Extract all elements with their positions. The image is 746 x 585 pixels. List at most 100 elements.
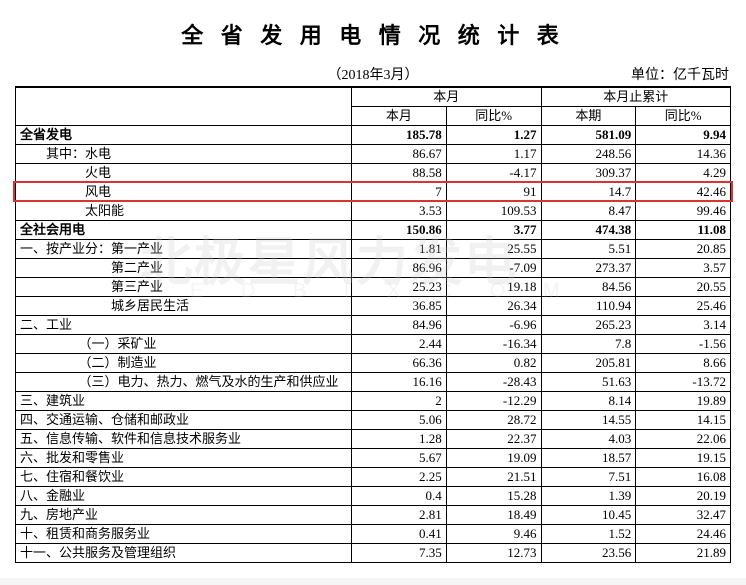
row-label: 八、金融业: [16, 487, 352, 506]
row-value: 11.08: [636, 221, 731, 240]
row-value: 1.17: [446, 145, 541, 164]
row-label: 二、工业: [16, 316, 352, 335]
table-row: 城乡居民生活36.8526.34110.9425.46: [16, 297, 731, 316]
header-row-1: 本月 本月止累计: [16, 87, 731, 107]
table-row: 其中：水电86.671.17248.5614.36: [16, 145, 731, 164]
table-row: 十一、公共服务及管理组织7.3512.7323.5621.89: [16, 544, 731, 563]
row-value: 25.23: [352, 278, 447, 297]
row-value: 25.46: [636, 297, 731, 316]
row-value: 14.15: [636, 411, 731, 430]
table-row: 三、建筑业2-12.298.1419.89: [16, 392, 731, 411]
row-value: 26.34: [446, 297, 541, 316]
row-value: 28.72: [446, 411, 541, 430]
row-value: 91: [446, 183, 541, 202]
row-value: 66.36: [352, 354, 447, 373]
row-value: 84.56: [541, 278, 636, 297]
row-value: 248.56: [541, 145, 636, 164]
row-value: 88.58: [352, 164, 447, 183]
row-value: 5.51: [541, 240, 636, 259]
row-value: 14.36: [636, 145, 731, 164]
row-value: 7.35: [352, 544, 447, 563]
row-value: 19.09: [446, 449, 541, 468]
row-value: 14.55: [541, 411, 636, 430]
row-label: 火电: [16, 164, 352, 183]
table-row: 五、信息传输、软件和信息技术服务业1.2822.374.0322.06: [16, 430, 731, 449]
row-value: -7.09: [446, 259, 541, 278]
row-value: 86.96: [352, 259, 447, 278]
row-value: 2.81: [352, 506, 447, 525]
row-value: 86.67: [352, 145, 447, 164]
row-value: 7.8: [541, 335, 636, 354]
row-label: 城乡居民生活: [16, 297, 352, 316]
row-value: 0.41: [352, 525, 447, 544]
table-row: （二）制造业66.360.82205.818.66: [16, 354, 731, 373]
row-value: 20.55: [636, 278, 731, 297]
header-this-period: 本期: [541, 107, 636, 126]
row-value: 21.51: [446, 468, 541, 487]
row-value: 18.57: [541, 449, 636, 468]
header-group-month: 本月: [352, 87, 541, 107]
report-title: 全 省 发 用 电 情 况 统 计 表: [15, 10, 731, 64]
row-value: 1.81: [352, 240, 447, 259]
table-row: 全省发电185.781.27581.099.94: [16, 126, 731, 145]
row-label: 五、信息传输、软件和信息技术服务业: [16, 430, 352, 449]
row-value: 265.23: [541, 316, 636, 335]
row-value: 12.73: [446, 544, 541, 563]
row-value: 16.08: [636, 468, 731, 487]
row-value: 1.39: [541, 487, 636, 506]
row-value: 2.44: [352, 335, 447, 354]
table-row: 六、批发和零售业5.6719.0918.5719.15: [16, 449, 731, 468]
row-value: 23.56: [541, 544, 636, 563]
table-row: （一）采矿业2.44-16.347.8-1.56: [16, 335, 731, 354]
row-value: 5.67: [352, 449, 447, 468]
row-label: （二）制造业: [16, 354, 352, 373]
row-value: 20.19: [636, 487, 731, 506]
table-row: 全社会用电150.863.77474.3811.08: [16, 221, 731, 240]
table-row: 四、交通运输、仓储和邮政业5.0628.7214.5514.15: [16, 411, 731, 430]
row-value: 21.89: [636, 544, 731, 563]
row-value: 22.06: [636, 430, 731, 449]
row-value: 0.82: [446, 354, 541, 373]
row-value: 1.28: [352, 430, 447, 449]
header-yoy2: 同比%: [636, 107, 731, 126]
row-value: 1.52: [541, 525, 636, 544]
row-label: 十、租赁和商务服务业: [16, 525, 352, 544]
row-value: 273.37: [541, 259, 636, 278]
row-label: （三）电力、热力、燃气及水的生产和供应业: [16, 373, 352, 392]
row-value: 5.06: [352, 411, 447, 430]
row-value: -28.43: [446, 373, 541, 392]
row-label: 一、按产业分：第一产业: [16, 240, 352, 259]
row-value: 16.16: [352, 373, 447, 392]
row-value: 1.27: [446, 126, 541, 145]
table-row: 太阳能3.53109.538.4799.46: [16, 202, 731, 221]
row-value: 7: [352, 183, 447, 202]
table-row: 九、房地产业2.8118.4910.4532.47: [16, 506, 731, 525]
row-value: 110.94: [541, 297, 636, 316]
row-value: 8.47: [541, 202, 636, 221]
row-value: 185.78: [352, 126, 447, 145]
row-label: 四、交通运输、仓储和邮政业: [16, 411, 352, 430]
row-label: 七、住宿和餐饮业: [16, 468, 352, 487]
row-label: 九、房地产业: [16, 506, 352, 525]
row-label: 十一、公共服务及管理组织: [16, 544, 352, 563]
table-row: 二、工业84.96-6.96265.233.14: [16, 316, 731, 335]
report-container: 北极星风力发电 E D B I X C O M 全 省 发 用 电 情 况 统 …: [0, 0, 746, 578]
table-row: 八、金融业0.415.281.3920.19: [16, 487, 731, 506]
subtitle-row: （2018年3月） 单位：亿千瓦时: [15, 64, 731, 86]
row-value: 9.46: [446, 525, 541, 544]
row-label: 太阳能: [16, 202, 352, 221]
row-value: 3.14: [636, 316, 731, 335]
row-value: 84.96: [352, 316, 447, 335]
table-row: 七、住宿和餐饮业2.2521.517.5116.08: [16, 468, 731, 487]
row-label: 三、建筑业: [16, 392, 352, 411]
row-value: 150.86: [352, 221, 447, 240]
row-value: 14.7: [541, 183, 636, 202]
row-value: 8.66: [636, 354, 731, 373]
row-label: 第三产业: [16, 278, 352, 297]
row-value: 309.37: [541, 164, 636, 183]
table-row: 风电79114.742.46: [16, 183, 731, 202]
row-value: 109.53: [446, 202, 541, 221]
row-label: 风电: [16, 183, 352, 202]
row-value: -4.17: [446, 164, 541, 183]
row-value: 42.46: [636, 183, 731, 202]
